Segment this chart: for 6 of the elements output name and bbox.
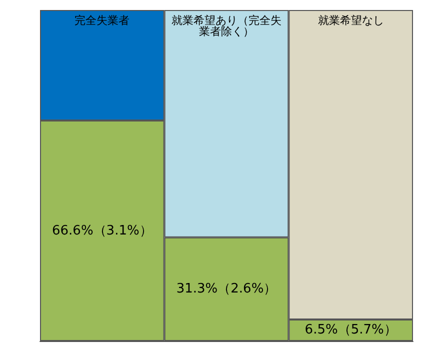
x-tick-label: 就業希望なし <box>318 14 384 27</box>
x-tick-label: 就業希望あり（完全失業者除く） <box>172 14 282 38</box>
data-label: 31.3%（2.6%） <box>176 282 277 297</box>
data-label: 6.5%（5.7%） <box>304 322 397 338</box>
x-tick-label: 完全失業者 <box>74 14 130 27</box>
data-label: 66.6%（3.1%） <box>52 223 152 238</box>
